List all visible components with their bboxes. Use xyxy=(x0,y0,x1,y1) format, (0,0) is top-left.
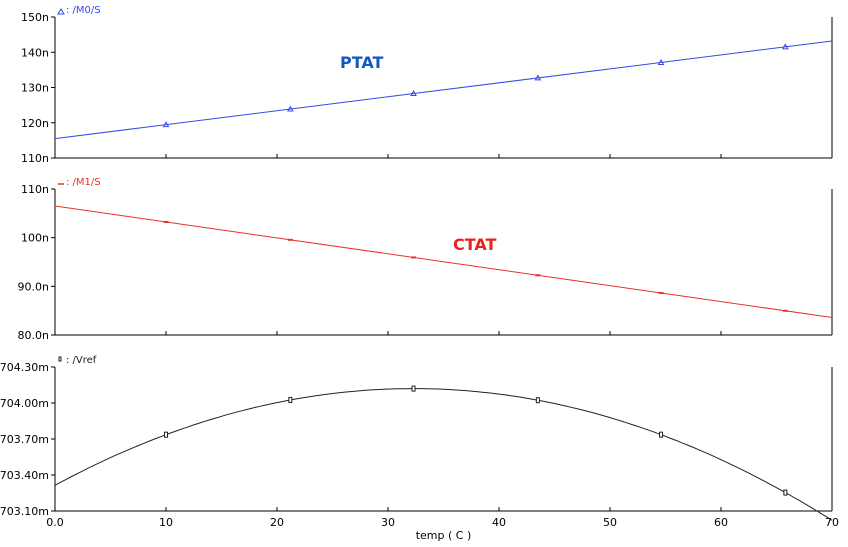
y-tick-label: 704.30m xyxy=(0,361,49,374)
panel-3: 703.10m 703.40m 703.70m 704.00m 704.30m : /Vr… xyxy=(0,355,832,520)
data-marker xyxy=(165,432,168,437)
x-axis-label: temp ( C ) xyxy=(416,529,472,542)
legend-label: : /M1/S xyxy=(66,177,101,188)
x-tick-label: 40 xyxy=(492,516,506,529)
x-tick-label: 20 xyxy=(270,516,284,529)
y-tick-label: 80.0n xyxy=(18,329,49,342)
y-tick-label: 140n xyxy=(21,46,49,59)
y-tick-label: 150n xyxy=(21,11,49,24)
series-line xyxy=(55,389,832,521)
y-tick-label: 703.70m xyxy=(0,433,49,446)
y-tick-label: 100n xyxy=(21,232,49,245)
legend-marker-triangle xyxy=(58,9,64,14)
x-tick-label: 70 xyxy=(825,516,839,529)
y-tick-label: 110n xyxy=(21,152,49,165)
series-line xyxy=(55,41,832,139)
data-marker xyxy=(660,432,663,437)
annotation-label: CTAT xyxy=(453,235,497,254)
panel-1: 110n 120n 130n 140n 150n : /M0/S PTAT xyxy=(21,5,832,165)
x-tick-label: 10 xyxy=(159,516,173,529)
legend-label: : /Vref xyxy=(66,355,97,366)
y-tick-label: 703.40m xyxy=(0,469,49,482)
legend-marker-square xyxy=(59,357,61,361)
data-marker xyxy=(536,398,539,403)
x-tick-label: 0.0 xyxy=(46,516,64,529)
legend-label: : /M0/S xyxy=(66,5,101,16)
series-line xyxy=(55,206,832,317)
data-marker xyxy=(289,398,292,403)
y-tick-label: 90.0n xyxy=(18,280,49,293)
x-tick-label: 50 xyxy=(603,516,617,529)
y-tick-label: 120n xyxy=(21,117,49,130)
y-tick-label: 130n xyxy=(21,82,49,95)
x-tick-label: 30 xyxy=(381,516,395,529)
y-tick-label: 110n xyxy=(21,183,49,196)
panel-2: 80.0n 90.0n 100n 110n : /M1/S CTAT xyxy=(18,177,832,342)
x-tick-label: 60 xyxy=(714,516,728,529)
y-tick-label: 703.10m xyxy=(0,505,49,518)
y-tick-label: 704.00m xyxy=(0,397,49,410)
data-marker xyxy=(412,386,415,391)
data-marker xyxy=(784,490,787,495)
annotation-label: PTAT xyxy=(340,53,384,72)
